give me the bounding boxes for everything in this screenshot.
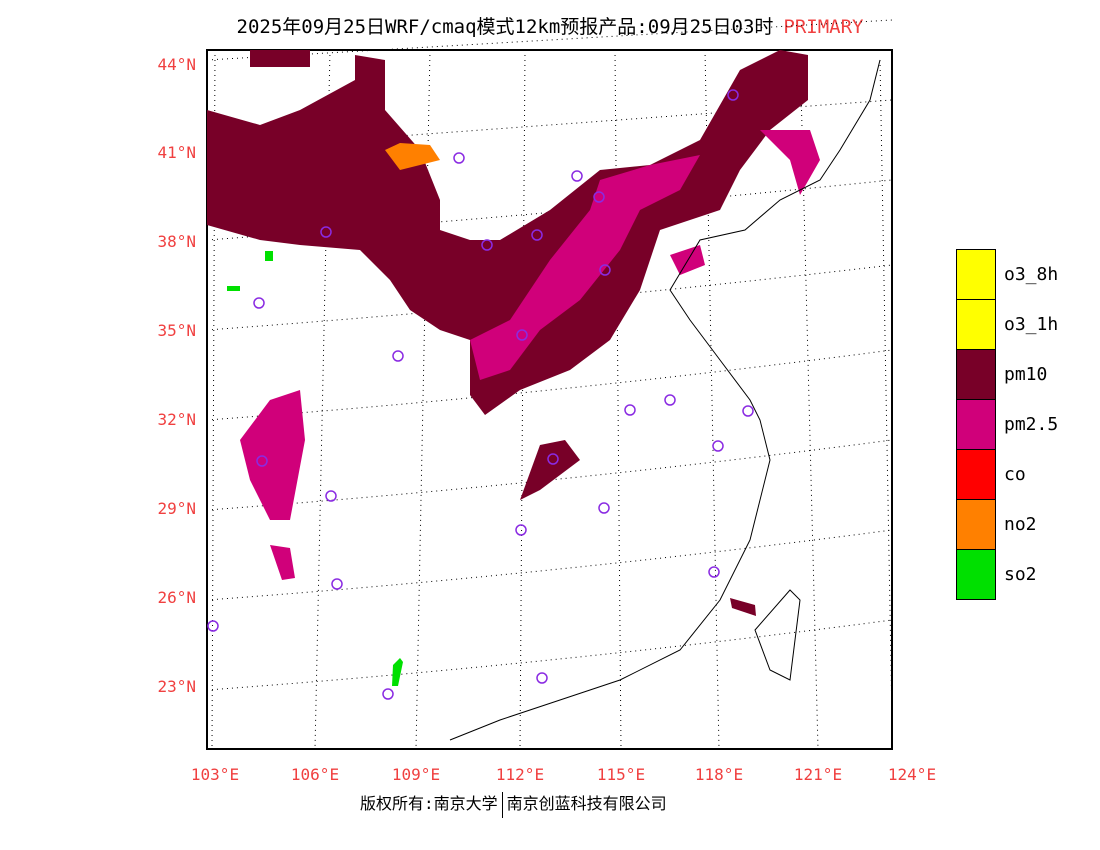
legend-label: pm2.5 [1004,413,1059,435]
lat-label: 35°N [157,321,196,340]
legend-label: no2 [1004,513,1037,535]
legend-swatch [956,449,996,499]
so2-area [392,658,403,686]
site-marker [481,239,493,251]
pm25-area-sichuan [240,390,305,520]
legend-item-o3-8h: o3_8h [956,249,1058,299]
legend-label: co [1004,463,1026,485]
lon-label: 118°E [694,765,744,784]
lon-label: 115°E [596,765,646,784]
site-marker [571,170,583,182]
lat-label: 23°N [157,677,196,696]
title-text: 2025年09月25日WRF/cmaq模式12km预报产品:09月25日03时 [236,16,774,38]
copyright: 版权所有:南京大学 南京创蓝科技有限公司 [360,790,667,818]
legend-item-so2: so2 [956,548,1058,600]
site-marker [253,297,265,309]
pm10-area [207,50,808,415]
legend: o3_8h o3_1h pm10 pm2.5 co no2 so2 [956,249,1058,600]
legend-swatch [956,349,996,399]
legend-item-o3-1h: o3_1h [956,299,1058,349]
site-marker [547,453,559,465]
lat-label: 41°N [157,143,196,162]
title-tag: PRIMARY [783,16,864,38]
divider [501,791,503,818]
legend-swatch [956,249,996,299]
pm25-area-ne [760,130,820,195]
site-marker [531,229,543,241]
site-marker [325,490,337,502]
no2-area [385,143,440,170]
copyright-right: 南京创蓝科技有限公司 [506,794,667,813]
legend-swatch [956,548,996,600]
lon-label: 109°E [391,765,441,784]
lon-label: 106°E [290,765,340,784]
lon-label: 103°E [190,765,240,784]
legend-swatch [956,299,996,349]
site-marker [331,578,343,590]
site-marker [536,672,548,684]
copyright-left: 版权所有:南京大学 [360,794,498,813]
pm25-area [470,155,700,380]
legend-item-pm10: pm10 [956,349,1058,399]
lon-label: 121°E [793,765,843,784]
lat-label: 44°N [157,55,196,74]
coastline [449,59,881,741]
lon-label: 124°E [887,765,937,784]
graticule [206,19,893,750]
legend-swatch [956,399,996,449]
legend-item-co: co [956,449,1058,499]
site-marker [453,152,465,164]
site-marker [516,329,528,341]
site-marker [727,89,739,101]
legend-label: pm10 [1004,363,1048,385]
so2-area [265,251,273,261]
taiwan-outline [754,589,801,681]
site-marker [320,226,332,238]
pollution-fields [207,50,820,686]
so2-area [227,286,240,291]
legend-label: o3_1h [1004,313,1059,335]
pm25-area-south [270,545,295,580]
pm10-area-coast [730,598,756,616]
legend-swatch [956,499,996,549]
legend-item-no2: no2 [956,499,1058,549]
site-marker [712,440,724,452]
site-marker [742,405,754,417]
pm10-area-hunan [520,440,580,500]
site-marker [392,350,404,362]
legend-label: o3_8h [1004,263,1059,285]
map-title: 2025年09月25日WRF/cmaq模式12km预报产品:09月25日03时 P… [0,12,1100,39]
site-marker [207,620,219,632]
site-marker [515,524,527,536]
legend-item-pm25: pm2.5 [956,399,1058,449]
lat-label: 26°N [157,588,196,607]
pm10-area-top [250,50,310,67]
site-marker [708,566,720,578]
lon-label: 112°E [495,765,545,784]
site-marker [598,502,610,514]
legend-label: so2 [1004,563,1037,585]
lat-label: 32°N [157,410,196,429]
site-marker [624,404,636,416]
lat-label: 38°N [157,232,196,251]
site-marker [382,688,394,700]
lat-label: 29°N [157,499,196,518]
site-marker [256,455,268,467]
monitoring-sites [207,89,754,700]
site-marker [599,264,611,276]
site-marker [664,394,676,406]
site-marker [593,191,605,203]
